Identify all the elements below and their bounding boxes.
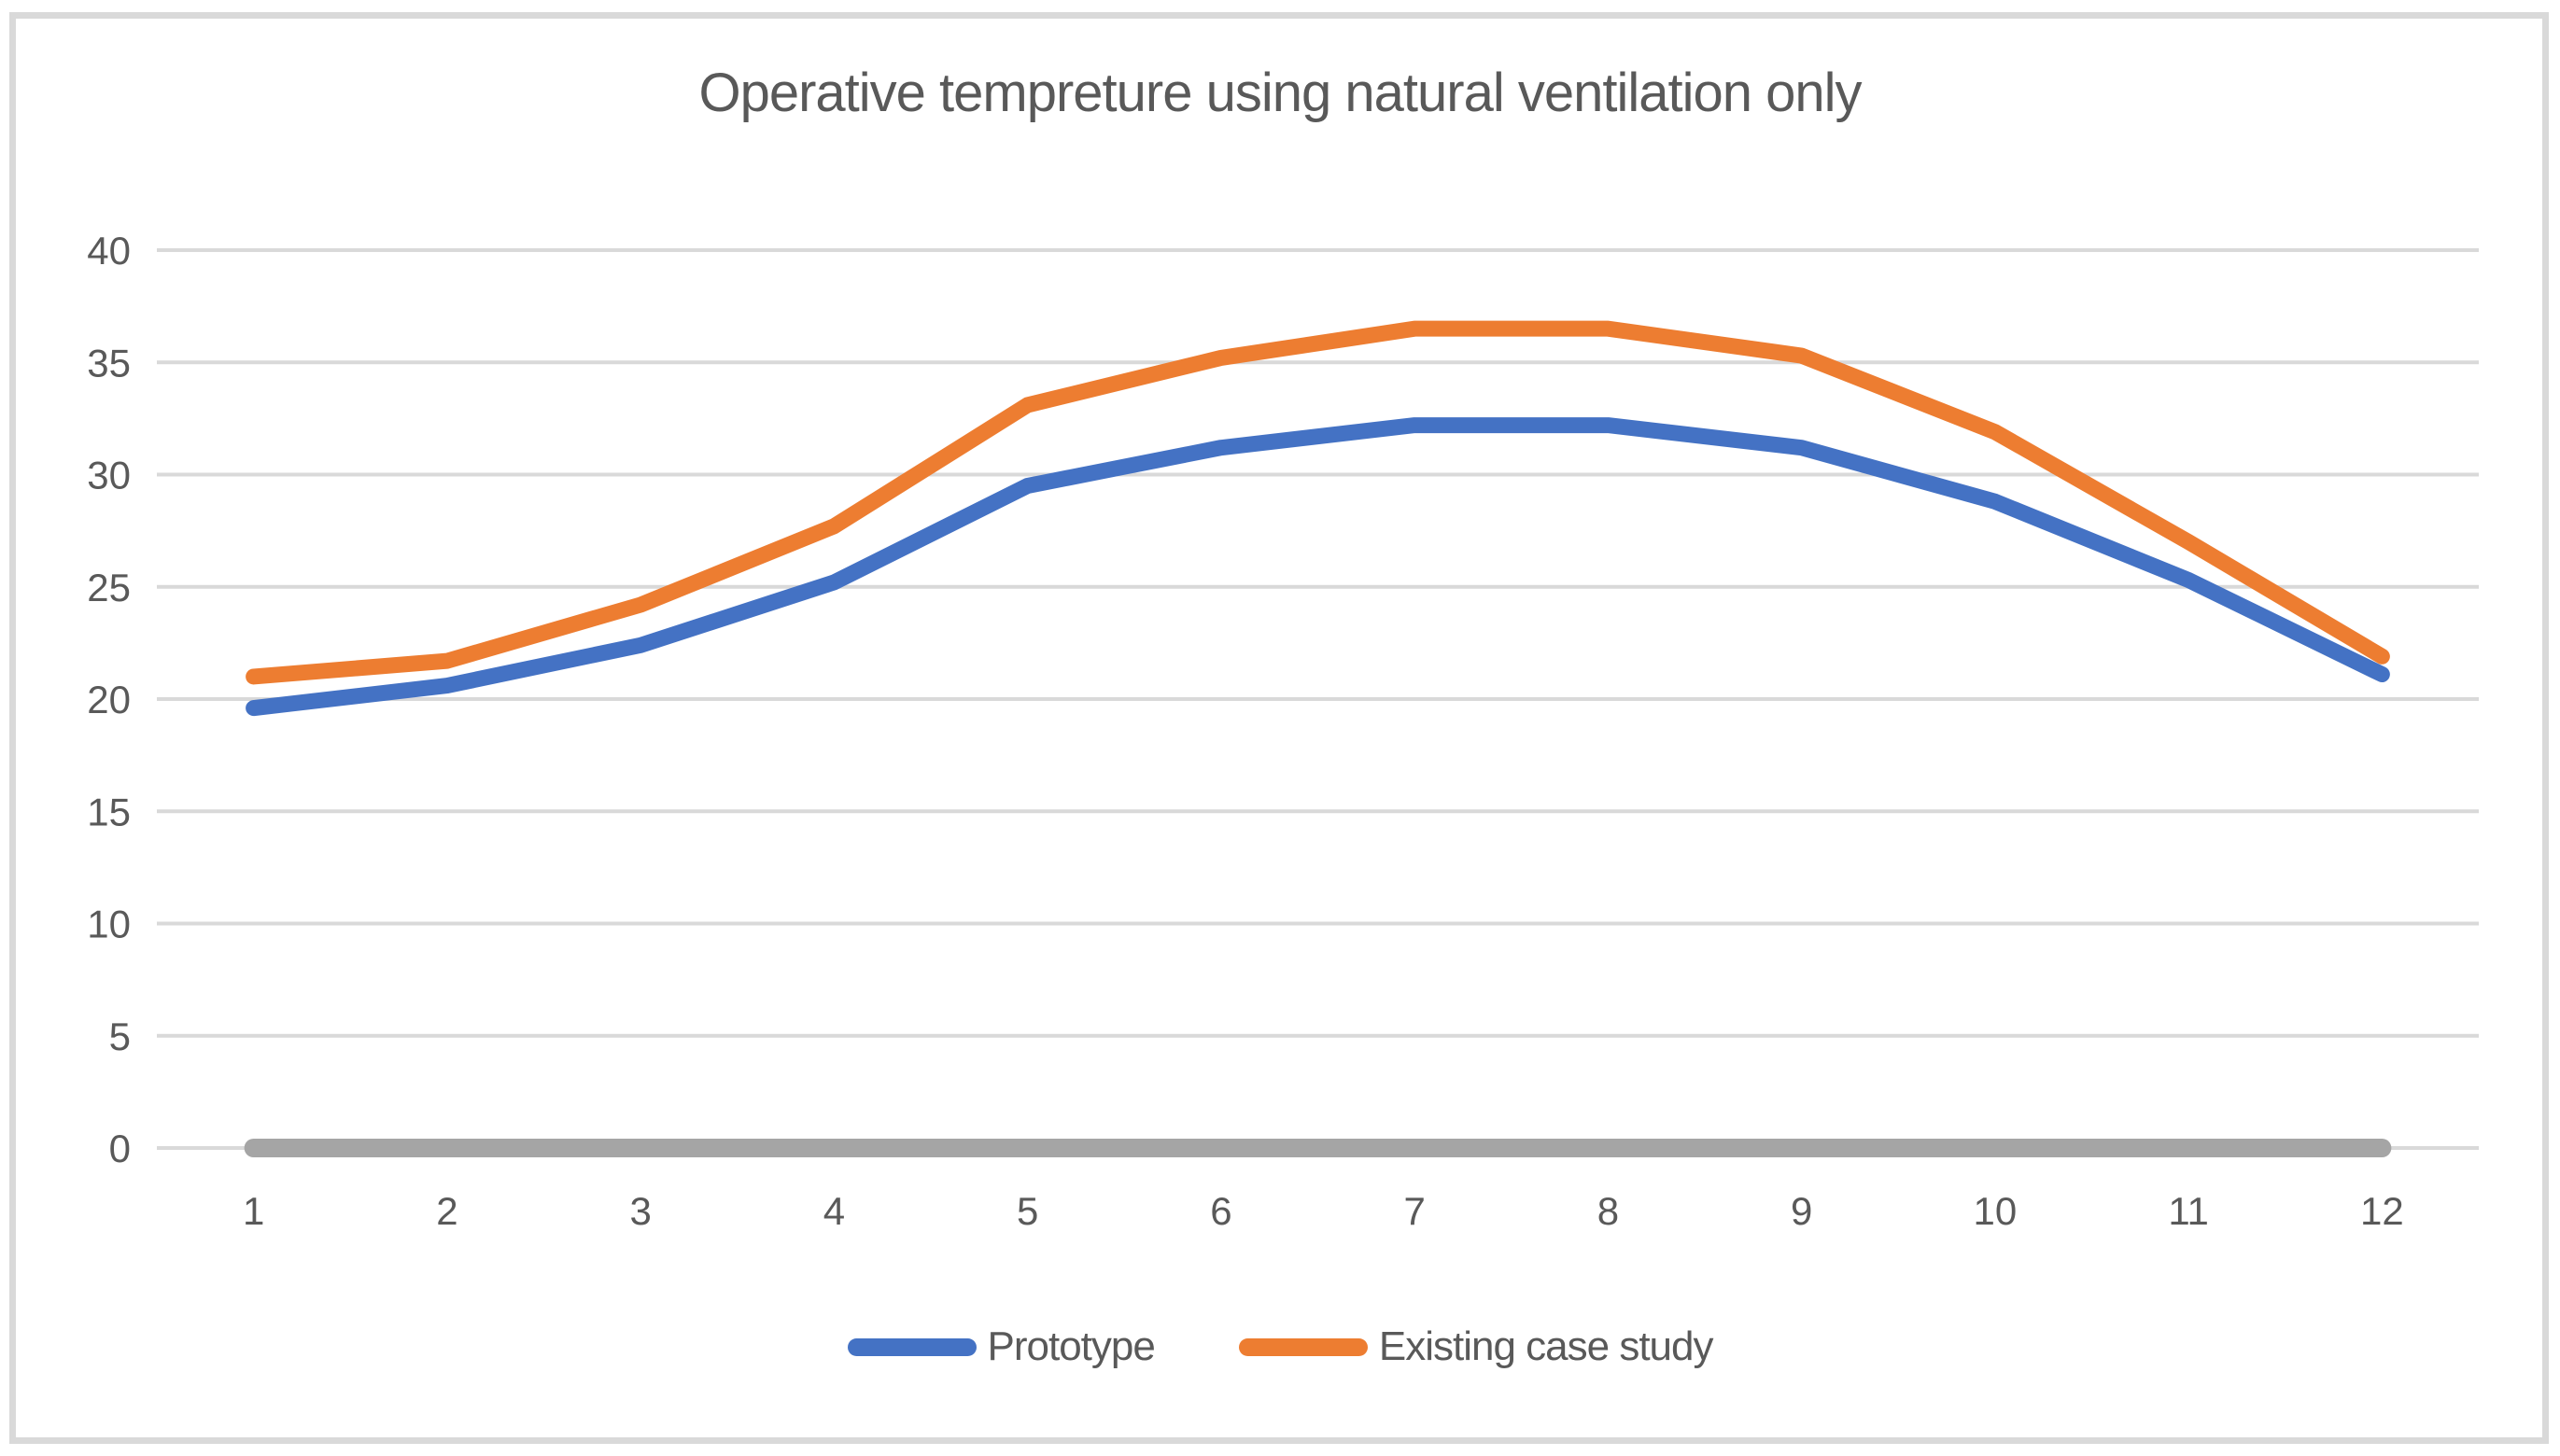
x-tick-label-3: 3 (629, 1189, 651, 1233)
chart-title: Operative tempreture using natural venti… (698, 63, 1862, 123)
series-line-existing-case-study (246, 320, 2390, 685)
prototype-line-swatch-icon (847, 1337, 977, 1356)
y-tick-label-25: 25 (87, 566, 131, 609)
existing-case-study-line-swatch-icon (1238, 1337, 1368, 1356)
legend-item-prototype: Prototype (847, 1323, 1156, 1370)
y-tick-label-15: 15 (87, 790, 131, 833)
x-tick-label-7: 7 (1403, 1189, 1425, 1233)
x-tick-label-9: 9 (1791, 1189, 1812, 1233)
x-tick-label-8: 8 (1597, 1189, 1619, 1233)
y-tick-label-0: 0 (109, 1127, 131, 1170)
y-tick-label-5: 5 (109, 1015, 131, 1058)
x-tick-label-6: 6 (1210, 1189, 1231, 1233)
legend-label-prototype: Prototype (987, 1323, 1156, 1369)
x-tick-label-2: 2 (436, 1189, 457, 1233)
x-tick-label-10: 10 (1974, 1189, 2018, 1233)
legend: Prototype Existing case study (0, 1323, 2560, 1370)
y-tick-label-40: 40 (87, 229, 131, 273)
x-tick-label-4: 4 (823, 1189, 845, 1233)
x-tick-label-5: 5 (1017, 1189, 1038, 1233)
series-line-prototype (246, 417, 2390, 717)
y-tick-label-10: 10 (87, 903, 131, 946)
legend-item-existing-case-study: Existing case study (1238, 1323, 1714, 1370)
x-tick-label-11: 11 (2168, 1189, 2209, 1233)
legend-label-existing-case-study: Existing case study (1378, 1323, 1714, 1369)
x-tick-label-1: 1 (243, 1189, 264, 1233)
y-tick-label-30: 30 (87, 454, 131, 497)
y-tick-label-20: 20 (87, 678, 131, 721)
x-tick-label-12: 12 (2360, 1189, 2404, 1233)
y-tick-label-35: 35 (87, 341, 131, 385)
